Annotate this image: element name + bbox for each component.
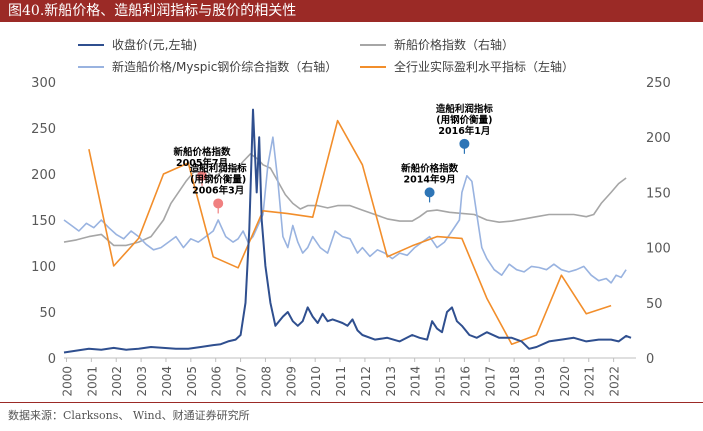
right-axis-tick-label: 100 bbox=[646, 242, 671, 257]
legend-label: 全行业实际盈利水平指标（左轴） bbox=[394, 60, 575, 74]
x-axis-tick-label: 2001 bbox=[85, 366, 99, 397]
legend-swatch bbox=[360, 43, 386, 46]
x-axis-tick-label: 2008 bbox=[259, 366, 273, 397]
x-axis-tick-label: 2014 bbox=[409, 366, 423, 397]
series-line-0 bbox=[63, 108, 632, 354]
footer-divider bbox=[0, 402, 703, 403]
series-line-1 bbox=[63, 153, 627, 247]
left-axis-tick-label: 100 bbox=[31, 260, 56, 275]
legend-label: 收盘价(元,左轴) bbox=[112, 38, 198, 52]
x-axis-tick-label: 2013 bbox=[384, 366, 398, 397]
x-axis-tick-label: 2009 bbox=[284, 366, 298, 397]
annotation-label: 2016年1月 bbox=[438, 125, 490, 137]
legend-item-newbuild-price-index: 新船价格指数（右轴） bbox=[360, 36, 514, 53]
x-axis-tick-label: 2004 bbox=[160, 366, 174, 397]
x-axis-tick-label: 2018 bbox=[508, 366, 522, 397]
annotation-pin-head bbox=[213, 198, 224, 209]
x-axis-tick-label: 2007 bbox=[235, 366, 249, 397]
annotation-label: 新船价格指数 bbox=[174, 146, 232, 158]
left-axis-tick-label: 150 bbox=[31, 214, 56, 229]
legend-swatch bbox=[78, 65, 104, 68]
annotation-label: (用钢价衡量) bbox=[190, 173, 246, 185]
source-note: 数据来源：Clarksons、 Wind、财通证券研究所 bbox=[8, 409, 250, 422]
annotation-label: 2005年7月 bbox=[176, 157, 228, 169]
x-axis-tick-label: 2011 bbox=[334, 366, 348, 397]
left-axis-tick-label: 200 bbox=[31, 168, 56, 183]
x-axis-tick-label: 2022 bbox=[608, 366, 622, 397]
left-axis-tick-label: 0 bbox=[48, 352, 56, 367]
right-axis-tick-label: 0 bbox=[646, 352, 654, 367]
x-axis-tick-label: 2010 bbox=[309, 366, 323, 397]
annotation-pin-head bbox=[424, 187, 435, 198]
right-axis-tick-label: 150 bbox=[646, 186, 671, 201]
legend-swatch bbox=[78, 43, 104, 46]
x-axis-tick-label: 2015 bbox=[434, 366, 448, 397]
right-axis-tick-label: 200 bbox=[646, 131, 671, 146]
annotation-label: 新船价格指数 bbox=[401, 162, 459, 174]
x-axis-tick-label: 2012 bbox=[359, 366, 373, 397]
left-axis-tick-label: 300 bbox=[31, 76, 56, 91]
annotation-label: 造船利润指标 bbox=[190, 162, 248, 174]
x-axis-tick-label: 2019 bbox=[533, 366, 547, 397]
left-axis-tick-label: 250 bbox=[31, 122, 56, 137]
x-axis-tick-label: 2000 bbox=[60, 366, 74, 397]
legend-label: 新造船价格/Myspic钢价综合指数（右轴） bbox=[112, 60, 338, 74]
annotation-label: 造船利润指标 bbox=[436, 103, 494, 115]
x-axis-tick-label: 2020 bbox=[558, 366, 572, 397]
left-axis-tick-label: 50 bbox=[39, 306, 56, 321]
x-axis-tick-label: 2005 bbox=[185, 366, 199, 397]
legend-item-close-price: 收盘价(元,左轴) bbox=[78, 36, 197, 53]
x-axis-tick-label: 2017 bbox=[483, 366, 497, 397]
annotation-pin-head bbox=[197, 170, 208, 181]
x-axis-tick-label: 2003 bbox=[135, 366, 149, 397]
chart-title: 图40.新船价格、造船利润指标与股价的相关性 bbox=[0, 0, 703, 22]
annotation-pin-head bbox=[459, 138, 470, 149]
series-line-2 bbox=[63, 136, 627, 284]
annotation-label: 2014年9月 bbox=[404, 173, 456, 185]
legend-item-industry-profit: 全行业实际盈利水平指标（左轴） bbox=[360, 58, 574, 75]
annotation-label: (用钢价衡量) bbox=[436, 114, 492, 126]
legend-label: 新船价格指数（右轴） bbox=[394, 38, 515, 52]
x-axis-tick-label: 2021 bbox=[583, 366, 597, 397]
x-axis-tick-label: 2006 bbox=[210, 366, 224, 397]
right-axis-tick-label: 50 bbox=[646, 297, 663, 312]
legend-swatch bbox=[360, 65, 386, 68]
x-axis-tick-label: 2002 bbox=[110, 366, 124, 397]
right-axis-tick-label: 250 bbox=[646, 76, 671, 91]
line-chart: 0 50 100 150 200 250 300 0 50 100 150 200 250 2000 200… bbox=[31, 76, 671, 397]
annotation-label: 2006年3月 bbox=[192, 184, 244, 196]
x-axis-tick-label: 2016 bbox=[458, 366, 472, 397]
legend-item-price-steel-ratio: 新造船价格/Myspic钢价综合指数（右轴） bbox=[78, 58, 337, 75]
series-line-3 bbox=[88, 119, 612, 346]
